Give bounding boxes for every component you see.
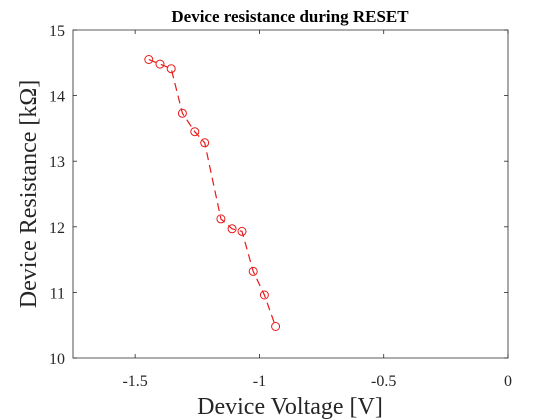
chart-title: Device resistance during RESET	[171, 7, 409, 26]
y-axis: 10 11 12 13 14 15	[49, 23, 508, 368]
data-point	[216, 214, 226, 224]
x-tick-label: 0	[504, 373, 512, 390]
x-tick-label: -0.5	[371, 373, 396, 390]
plot-area	[72, 29, 509, 359]
data-point	[248, 266, 258, 276]
data-point	[259, 290, 269, 300]
y-tick-label: 12	[49, 220, 65, 237]
y-tick-label: 15	[49, 23, 65, 40]
x-tick-label: -1	[253, 373, 266, 390]
data-point	[177, 108, 187, 118]
data-point	[190, 127, 200, 137]
data-point	[271, 322, 281, 331]
data-point	[155, 59, 165, 69]
data-point	[166, 64, 176, 74]
plot-box	[72, 29, 509, 359]
data-point	[237, 226, 247, 236]
data-point	[144, 55, 154, 64]
data-point	[227, 224, 237, 234]
x-tick-label: -1.5	[122, 373, 147, 390]
data-point	[200, 138, 210, 148]
y-axis-title: Device Resistance [kΩ]	[16, 80, 42, 308]
y-tick-label: 14	[49, 89, 65, 106]
y-tick-label: 11	[50, 285, 65, 302]
x-axis: -1.5 -1 -0.5 0	[122, 30, 512, 390]
x-axis-title: Device Voltage [V]	[197, 394, 383, 420]
y-tick-label: 10	[49, 351, 65, 368]
series-line	[148, 58, 277, 327]
y-tick-label: 13	[49, 154, 65, 171]
series-layer	[144, 55, 281, 331]
